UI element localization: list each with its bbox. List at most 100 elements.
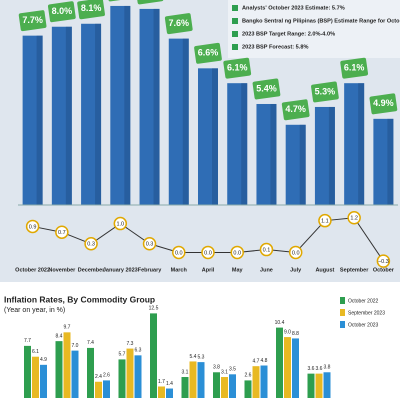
value-label: 0.1 xyxy=(263,248,271,254)
legend-swatch xyxy=(340,309,345,316)
x-tick-label: April xyxy=(202,267,215,273)
value-label: 5.4% xyxy=(256,83,277,93)
value-label: 8.4 xyxy=(56,333,63,339)
value-label: 0.0 xyxy=(204,250,212,256)
label-card xyxy=(311,81,339,103)
value-label: 10.4 xyxy=(275,320,285,326)
point xyxy=(84,237,98,251)
legend-label: October 2023 xyxy=(348,322,379,328)
bar xyxy=(189,361,197,398)
label-card xyxy=(18,10,47,32)
value-label: 6.6% xyxy=(198,48,219,58)
value-label: 3.1 xyxy=(221,369,228,375)
value-label: 4.7 xyxy=(253,359,260,365)
value-label: 7.7 xyxy=(24,338,31,344)
legend-swatch xyxy=(232,18,238,24)
value-label: 2.6 xyxy=(245,373,252,379)
bar-shade xyxy=(241,83,248,205)
bar xyxy=(181,377,189,398)
value-label: 9.7 xyxy=(64,325,71,331)
point xyxy=(318,213,332,228)
value-label: 8.1% xyxy=(81,3,102,13)
bar xyxy=(229,374,236,398)
x-tick-label: July xyxy=(290,267,302,273)
value-label: 0.9 xyxy=(29,224,37,230)
label-card xyxy=(164,13,193,35)
bar xyxy=(95,381,102,398)
bar xyxy=(55,341,63,398)
point xyxy=(288,245,303,260)
bar xyxy=(315,373,323,398)
legend-note: 2023 BSP Target Range: 2.0%-4.0% xyxy=(242,31,335,37)
value-label: 7.4 xyxy=(87,340,94,346)
value-label: 3.1 xyxy=(182,369,189,375)
x-tick-label: February xyxy=(138,267,162,273)
point xyxy=(376,254,391,268)
bar xyxy=(24,345,31,398)
bar xyxy=(276,327,283,398)
bar xyxy=(87,347,94,398)
bar xyxy=(134,355,142,398)
x-tick-label: June xyxy=(260,267,273,273)
legend-note: Bangko Sentral ng Pilipinas (BSP) Estima… xyxy=(242,18,400,24)
bar-shade xyxy=(358,83,365,205)
bar xyxy=(158,386,165,398)
label-card xyxy=(194,42,222,64)
value-label: 5.3% xyxy=(315,86,336,96)
x-tick-label: September xyxy=(340,267,369,273)
bar xyxy=(118,359,126,398)
point xyxy=(230,245,244,260)
label-card xyxy=(47,1,76,23)
value-label: 9.0 xyxy=(284,329,291,335)
bar xyxy=(126,348,134,398)
value-label: 3.5 xyxy=(229,367,236,373)
bar-shade xyxy=(270,103,277,205)
value-label: 1.4 xyxy=(166,381,173,387)
point xyxy=(55,225,69,239)
value-label: 3.8 xyxy=(324,365,331,371)
point xyxy=(25,219,40,234)
bar xyxy=(307,373,315,398)
bar-shade xyxy=(182,38,189,206)
value-label: 4.9 xyxy=(40,357,47,363)
value-label: 6.3 xyxy=(135,348,142,354)
bar xyxy=(213,372,220,398)
value-label: 0.0 xyxy=(233,250,241,256)
label-card xyxy=(281,99,310,121)
legend-label: October 2022 xyxy=(348,298,379,304)
value-label: 4.9% xyxy=(373,98,394,108)
legend-box xyxy=(228,0,400,58)
bar xyxy=(71,350,79,398)
point xyxy=(259,242,274,257)
value-label: 0.0 xyxy=(175,250,183,256)
x-tick-label: May xyxy=(232,267,244,273)
x-tick-label: December xyxy=(78,267,105,273)
value-label: 6.1 xyxy=(32,349,39,355)
bar xyxy=(260,365,268,398)
value-label: 7.0 xyxy=(72,343,79,349)
value-label: 6.1% xyxy=(344,63,365,73)
legend-label: September 2023 xyxy=(348,310,385,316)
value-label: 1.1 xyxy=(321,219,329,225)
bar-shade xyxy=(124,5,131,205)
bar xyxy=(292,338,299,398)
point xyxy=(172,245,186,260)
bar xyxy=(284,337,291,398)
legend-swatch xyxy=(340,297,345,304)
label-card xyxy=(340,57,369,79)
value-label: 5.7 xyxy=(119,352,126,358)
bar xyxy=(323,372,331,398)
bar-shade xyxy=(95,23,102,206)
point xyxy=(113,216,128,231)
value-label: 1.2 xyxy=(350,216,358,222)
x-tick-label: March xyxy=(171,267,188,273)
x-tick-label: January 2023 xyxy=(103,267,138,273)
legend-note: 2023 BSP Forecast: 5.8% xyxy=(242,44,308,50)
bar-shade xyxy=(65,26,72,205)
bar-shade xyxy=(299,124,306,205)
bar xyxy=(150,313,157,398)
point xyxy=(201,245,215,260)
value-label: 6.1% xyxy=(227,63,248,73)
x-tick-label: October xyxy=(373,267,395,273)
bar xyxy=(40,364,47,398)
